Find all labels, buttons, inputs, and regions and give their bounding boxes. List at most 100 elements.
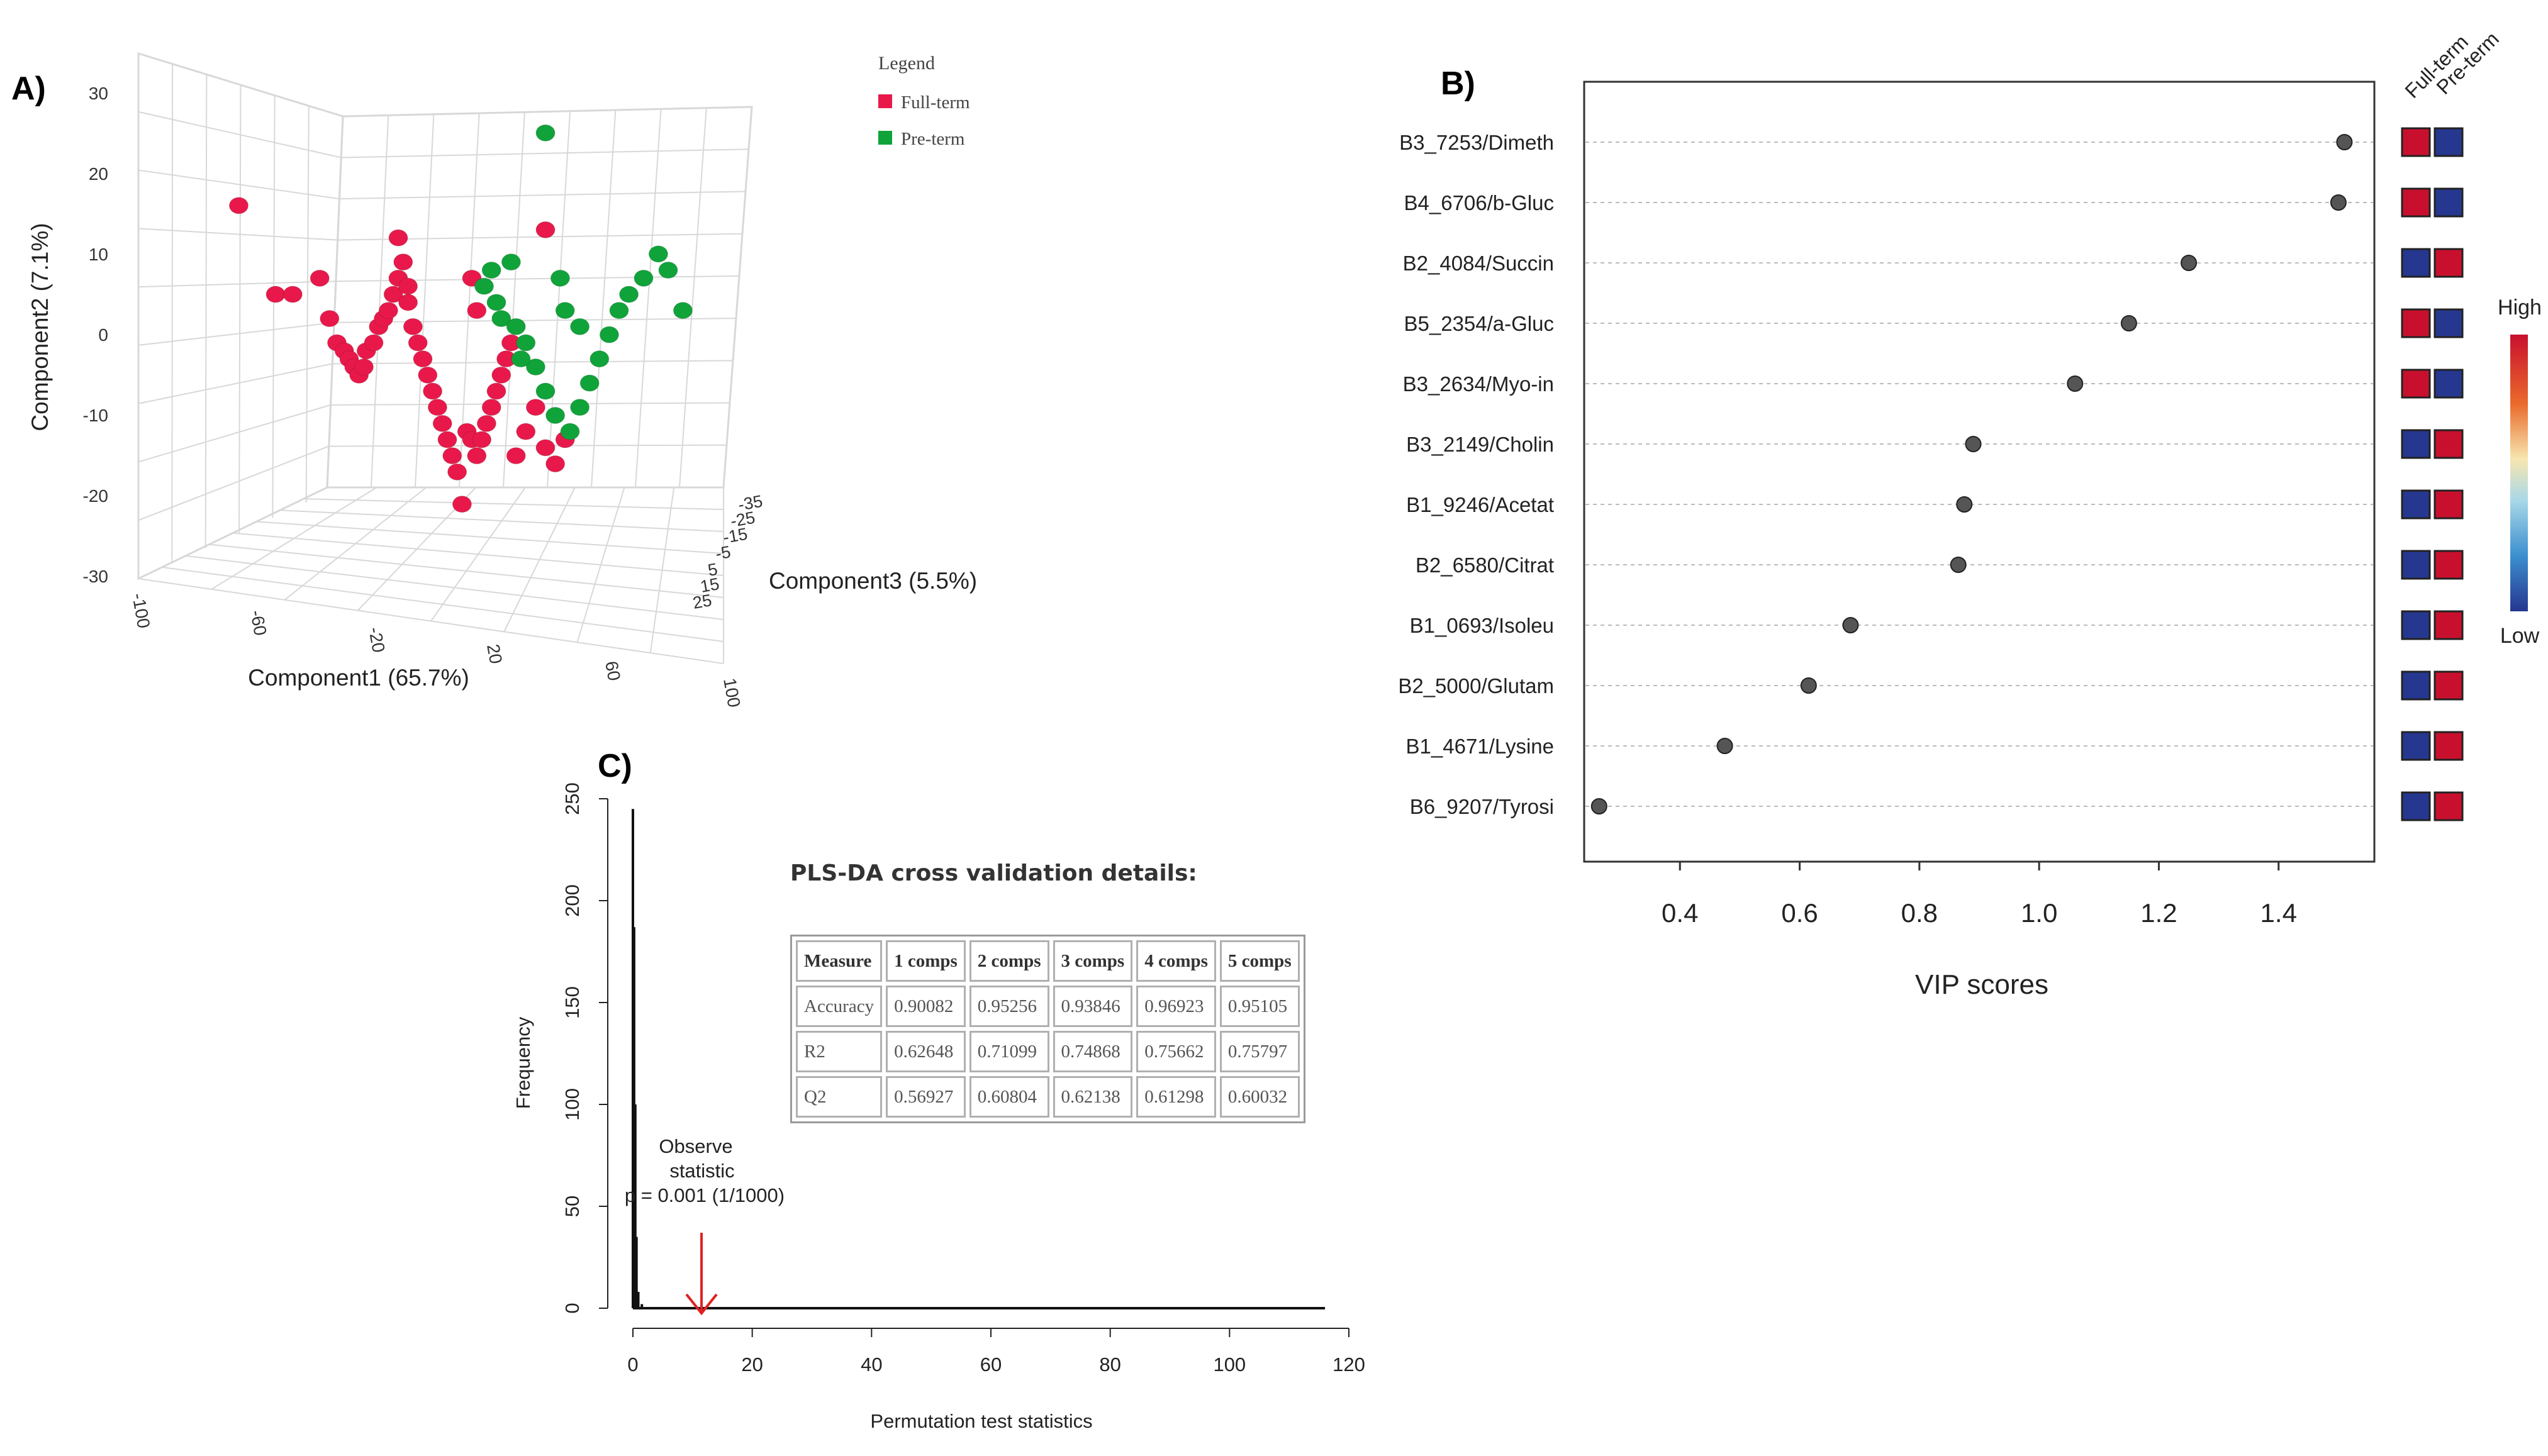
a-gridline xyxy=(635,109,662,488)
a-gridline xyxy=(415,114,435,488)
b-vip-point xyxy=(2120,315,2137,331)
full-term-point xyxy=(265,286,286,303)
b-category-label: B6_9207/Tyrosi xyxy=(1410,795,1554,818)
a-gridline xyxy=(591,109,617,488)
full-term-point xyxy=(467,447,487,465)
c-y-tick-label: 100 xyxy=(561,1088,583,1121)
full-term-point xyxy=(354,358,374,375)
cv-table-cell: 0.90082 xyxy=(886,986,966,1027)
cv-table-body: Accuracy 0.90082 0.95256 0.93846 0.96923 0.95… xyxy=(796,986,1300,1118)
full-term-point xyxy=(447,463,467,481)
a-gridline xyxy=(334,318,737,323)
full-term-point xyxy=(481,399,501,416)
colorbar-high-label: High xyxy=(2498,296,2542,320)
c-y-tick-label: 0 xyxy=(561,1303,583,1313)
b-vip-point xyxy=(1956,496,1973,513)
b-vip-point xyxy=(1950,557,1967,573)
b-category-label: B3_2634/Myo-in xyxy=(1403,372,1554,396)
c-arrow-head xyxy=(685,1293,718,1316)
pre-term-point xyxy=(535,124,556,142)
annotation-line-1: Observe xyxy=(659,1135,732,1157)
a-y-tick-label: -30 xyxy=(83,567,108,586)
observed-statistic-arrow xyxy=(685,1233,718,1316)
b-x-tick-label: 0.8 xyxy=(1901,898,1938,928)
a-gridline xyxy=(503,112,525,488)
panel-c-bars xyxy=(632,809,1326,1309)
cv-table-cell: 0.93846 xyxy=(1053,986,1133,1027)
full-term-point xyxy=(229,197,249,214)
b-category-label: B2_4084/Succin xyxy=(1403,252,1554,275)
c-x-tick-label: 80 xyxy=(1099,1353,1120,1375)
cv-table-cell: Q2 xyxy=(796,1076,883,1118)
cv-table-cell: 0.61298 xyxy=(1136,1076,1216,1118)
a-gridline xyxy=(341,148,749,158)
b-category-label: B1_4671/Lysine xyxy=(1406,735,1554,758)
a-gridline xyxy=(138,363,333,404)
c-x-tick-label: 40 xyxy=(861,1353,882,1375)
panel-b-vip-scores: B) B3_7253/Dimeth B4_6706/b-Gluc B2_4084/S… xyxy=(1398,27,2542,1000)
legend-label-full-term: Full-term xyxy=(901,92,970,113)
b-heatmap-cell xyxy=(2433,248,2464,278)
full-term-point xyxy=(403,318,423,335)
panel-c-permutation-histogram: C) 0 50 100 150 200 250 0 20 40 60 80 100 120 Permut… xyxy=(512,748,1365,1432)
pre-term-point xyxy=(516,334,536,352)
a-gridline xyxy=(204,74,208,548)
cv-table-row: Accuracy 0.90082 0.95256 0.93846 0.96923 0.95… xyxy=(796,986,1300,1027)
b-heatmap-cell xyxy=(2433,308,2464,338)
full-term-point xyxy=(388,229,408,247)
a-gridline xyxy=(138,281,336,288)
a-gridline xyxy=(284,487,427,601)
c-y-tick-label: 250 xyxy=(561,782,583,815)
c-x-tick-label: 20 xyxy=(741,1353,763,1375)
b-category-label: B4_6706/b-Gluc xyxy=(1404,191,1555,214)
b-heatmap-cell xyxy=(2401,550,2431,580)
full-term-point xyxy=(452,496,472,513)
pre-term-point xyxy=(609,302,629,320)
a-gridline xyxy=(328,444,727,447)
a-y-tick-label: 10 xyxy=(89,245,108,264)
c-x-tick-label: 100 xyxy=(1213,1353,1246,1375)
full-term-point xyxy=(535,439,556,457)
a-z-tick-label: -15 xyxy=(722,525,749,547)
b-heatmap-cell xyxy=(2401,369,2431,399)
panel-b-label: B) xyxy=(1441,65,1475,102)
a-gridline xyxy=(138,228,338,241)
b-heatmap-cell xyxy=(2433,187,2464,218)
b-vip-point xyxy=(1590,798,1607,814)
a-y-tick-label: -20 xyxy=(83,486,108,506)
b-x-tick-label: 0.4 xyxy=(1662,898,1698,928)
cv-table-cell: 0.96923 xyxy=(1136,986,1216,1027)
panel-b-heatmap xyxy=(2401,127,2464,821)
full-term-point xyxy=(413,350,433,368)
a-gridline xyxy=(305,106,310,503)
b-heatmap-cell xyxy=(2401,429,2431,459)
a-z-tick-label: -25 xyxy=(729,508,757,531)
cv-table-cell: 0.60032 xyxy=(1219,1076,1300,1118)
pre-term-point xyxy=(619,286,639,303)
cv-table-cell: 0.95256 xyxy=(969,986,1049,1027)
panel-a-label: A) xyxy=(11,70,46,107)
b-heatmap-cell xyxy=(2401,187,2431,218)
b-heatmap-cell xyxy=(2433,489,2464,520)
full-term-point xyxy=(472,431,492,448)
b-heatmap-cell xyxy=(2401,670,2431,701)
cv-table-header-row: Measure 1 comps 2 comps 3 comps 4 comps 5 com… xyxy=(796,940,1300,982)
cv-table-cell: 0.71099 xyxy=(969,1031,1049,1072)
a-gridline xyxy=(238,84,242,533)
a-gridline xyxy=(272,95,276,518)
b-x-tick-label: 1.0 xyxy=(2021,898,2057,928)
b-x-tick-label: 1.4 xyxy=(2260,898,2297,928)
pre-term-point xyxy=(491,310,511,327)
panel-c-ylabel: Frequency xyxy=(512,1016,534,1109)
cv-table-cell: R2 xyxy=(796,1031,883,1072)
full-term-point xyxy=(525,399,545,416)
full-term-point xyxy=(432,414,452,432)
full-term-point xyxy=(476,414,496,432)
full-term-point xyxy=(378,302,398,320)
panel-c-axes: 0 50 100 150 200 250 0 20 40 60 80 100 120 xyxy=(561,782,1365,1375)
b-heatmap-cell xyxy=(2433,369,2464,399)
a-gridline xyxy=(138,111,342,158)
b-vip-point xyxy=(1842,617,1859,633)
a-gridline xyxy=(339,191,746,200)
